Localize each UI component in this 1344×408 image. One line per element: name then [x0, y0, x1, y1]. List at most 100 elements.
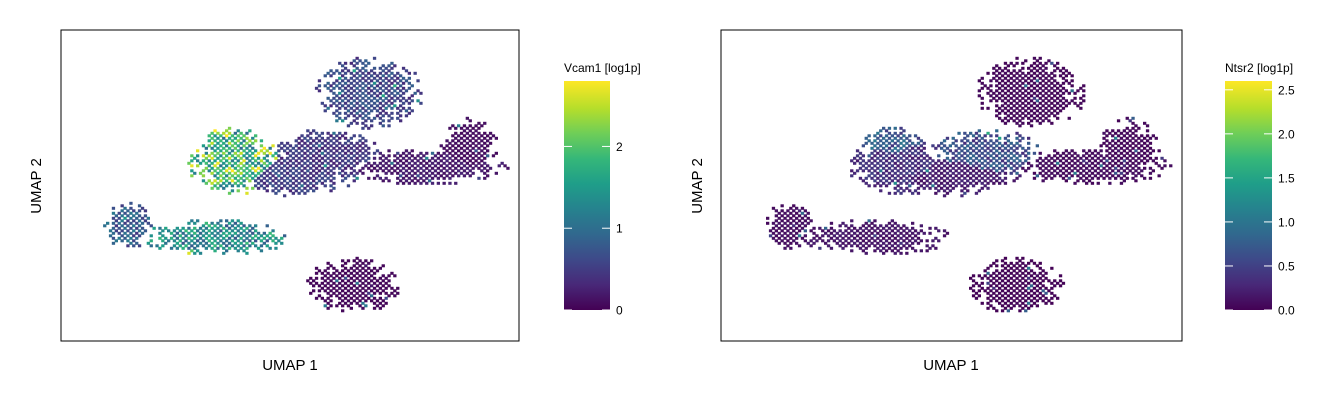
- hexbin-cell: [314, 176, 319, 180]
- hexbin-cell: [225, 164, 229, 168]
- hexbin-cell: [312, 164, 316, 168]
- hexbin-cell: [137, 209, 142, 213]
- hexbin-cell: [358, 89, 362, 93]
- hexbin-cell: [1131, 116, 1135, 120]
- hexbin-cell: [251, 236, 255, 240]
- hexbin-cell: [777, 216, 781, 220]
- hexbin-cell: [117, 226, 121, 230]
- hexbin-cell: [297, 146, 301, 150]
- hexbin-cell: [236, 244, 240, 248]
- hexbin-cell: [236, 229, 240, 233]
- hexbin-cell: [486, 174, 490, 178]
- colorbar-tick-label: 0.5: [1278, 259, 1295, 273]
- hexbin-cell: [245, 226, 249, 230]
- hexbin-cell: [873, 184, 877, 188]
- hexbin-cell: [1024, 84, 1028, 88]
- hexbin-cell: [314, 131, 319, 135]
- hexbin-cell: [381, 154, 385, 158]
- hexbin-cell: [951, 181, 955, 185]
- hexbin-cell: [780, 239, 784, 243]
- hexbin-cell: [899, 246, 903, 250]
- hexbin-cell: [1131, 151, 1135, 155]
- hexbin-cell: [905, 151, 909, 155]
- hexbin-cell: [870, 241, 874, 245]
- hexbin-cell: [942, 149, 947, 153]
- hexbin-cell: [343, 61, 348, 65]
- hexbin-cell: [977, 294, 981, 298]
- hexbin-cell: [1038, 76, 1042, 80]
- hexbin-cell: [960, 159, 964, 163]
- hexbin-cell: [963, 181, 967, 185]
- hexbin-cell: [361, 121, 365, 125]
- hexbin-cell: [486, 154, 490, 158]
- hexbin-cell: [254, 224, 258, 228]
- hexbin-cell: [795, 216, 799, 220]
- hexbin-cell: [922, 176, 926, 180]
- hexbin-cell: [974, 176, 979, 180]
- hexbin-cell: [204, 246, 208, 250]
- hexbin-cell: [1018, 294, 1022, 298]
- hexbin-cell: [876, 166, 880, 170]
- hexbin-cell: [407, 111, 411, 115]
- hexbin-cell: [349, 161, 353, 165]
- hexbin-cell: [370, 99, 374, 103]
- hexbin-cell: [370, 279, 374, 283]
- hexbin-cell: [989, 304, 993, 308]
- hexbin-cell: [410, 84, 414, 88]
- hexbin-cell: [471, 131, 475, 135]
- hexbin-cell: [890, 159, 894, 163]
- hexbin-cell: [349, 106, 353, 110]
- hexbin-cell: [1044, 111, 1048, 115]
- hexbin-cell: [1128, 139, 1132, 143]
- hexbin-cell: [390, 61, 394, 65]
- hexbin-cell: [248, 234, 252, 238]
- hexbin-cell: [358, 284, 362, 288]
- hexbin-cell: [338, 161, 342, 165]
- hexbin-cell: [338, 296, 342, 300]
- hexbin-cell: [137, 234, 142, 238]
- hexbin-cell: [283, 164, 287, 168]
- hexbin-cell: [367, 91, 371, 95]
- hexbin-cell: [326, 86, 330, 90]
- hexbin-cell: [416, 164, 420, 168]
- hexbin-cell: [870, 141, 874, 145]
- hexbin-cell: [1003, 166, 1008, 170]
- hexbin-cell: [1000, 109, 1005, 113]
- hexbin-cell: [1125, 171, 1129, 175]
- hexbin-cell: [300, 149, 304, 153]
- hexbin-cell: [167, 229, 171, 233]
- hexbin-cell: [291, 176, 295, 180]
- hexbin-cell: [998, 176, 1002, 180]
- hexbin-cell: [227, 126, 232, 130]
- hexbin-cell: [998, 156, 1002, 160]
- hexbin-cell: [343, 276, 348, 280]
- hexbin-cell: [364, 259, 368, 263]
- hexbin-cell: [887, 241, 892, 245]
- hexbin-cell: [326, 301, 330, 305]
- hexbin-cell: [172, 244, 177, 248]
- hexbin-cell: [1050, 171, 1054, 175]
- hexbin-cell: [259, 179, 264, 183]
- hexbin-cell: [384, 101, 388, 105]
- hexbin-cell: [378, 301, 382, 305]
- hexbin-cell: [1125, 151, 1129, 155]
- hexbin-cell: [207, 234, 211, 238]
- hexbin-cell: [896, 229, 900, 233]
- hexbin-cell: [361, 296, 365, 300]
- hexbin-cell: [911, 181, 915, 185]
- hexbin-cell: [1038, 66, 1042, 70]
- hexbin-cell: [213, 164, 217, 168]
- hexbin-cell: [890, 149, 894, 153]
- hexbin-cell: [971, 139, 976, 143]
- hexbin-cell: [864, 166, 868, 170]
- hexbin-cell: [1058, 74, 1063, 78]
- hexbin-cell: [442, 151, 446, 155]
- hexbin-cell: [187, 251, 191, 255]
- colorbar-ntsr2: Ntsr2 [log1p] 0.00.51.01.52.02.5: [1225, 61, 1295, 318]
- hexbin-cell: [404, 154, 409, 158]
- hexbin-cell: [164, 241, 168, 245]
- hexbin-cell: [332, 111, 336, 115]
- hexbin-cell: [1027, 111, 1031, 115]
- hexbin-cell: [911, 176, 915, 180]
- hexbin-cell: [1070, 169, 1074, 173]
